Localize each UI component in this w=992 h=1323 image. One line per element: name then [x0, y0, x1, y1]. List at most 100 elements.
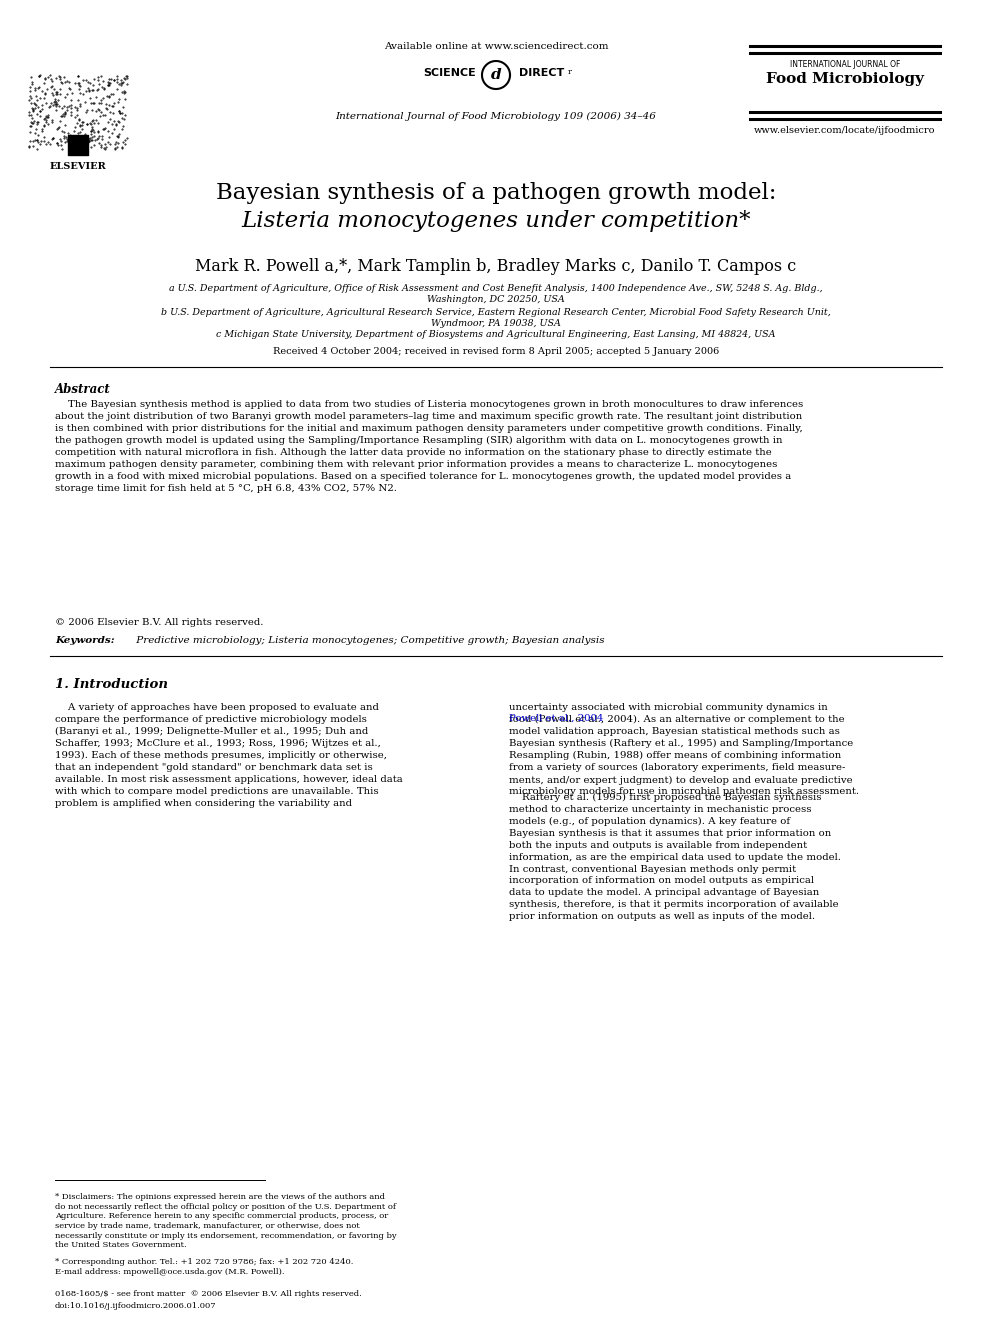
Point — [44, 75, 60, 97]
Point — [70, 66, 86, 87]
Text: d: d — [491, 67, 501, 82]
Text: 1. Introduction: 1. Introduction — [55, 677, 168, 691]
Point — [37, 107, 53, 128]
Point — [56, 127, 71, 148]
Point — [90, 127, 106, 148]
Point — [43, 77, 59, 98]
Point — [52, 65, 67, 86]
Point — [37, 82, 53, 103]
Point — [62, 78, 77, 99]
Point — [52, 66, 67, 87]
Point — [72, 94, 88, 115]
Point — [108, 132, 124, 153]
Point — [115, 97, 131, 118]
Point — [62, 71, 77, 93]
Point — [24, 112, 40, 134]
Point — [23, 85, 39, 106]
Point — [36, 73, 52, 94]
Text: Raftery et al. (1995) first proposed the Bayesian synthesis
method to characteri: Raftery et al. (1995) first proposed the… — [509, 792, 841, 921]
Point — [86, 122, 102, 143]
Point — [28, 98, 44, 119]
Text: b U.S. Department of Agriculture, Agricultural Research Service, Eastern Regiona: b U.S. Department of Agriculture, Agricu… — [161, 308, 831, 318]
Point — [49, 93, 64, 114]
Point — [38, 67, 54, 89]
Point — [30, 97, 46, 118]
Point — [84, 116, 100, 138]
Point — [30, 130, 46, 151]
Point — [54, 120, 69, 142]
Point — [90, 66, 106, 87]
Text: * Corresponding author. Tel.: +1 202 720 9786; fax: +1 202 720 4240.: * Corresponding author. Tel.: +1 202 720… — [55, 1258, 353, 1266]
Point — [84, 79, 100, 101]
Point — [21, 135, 37, 156]
Point — [58, 115, 73, 136]
Point — [73, 139, 89, 160]
Point — [103, 83, 119, 105]
Text: SCIENCE: SCIENCE — [424, 67, 476, 78]
Point — [110, 111, 126, 132]
Point — [63, 102, 79, 123]
Point — [54, 98, 69, 119]
Point — [30, 124, 46, 146]
Point — [49, 91, 64, 112]
Point — [32, 66, 48, 87]
Point — [111, 89, 127, 110]
Point — [85, 93, 101, 114]
Point — [30, 78, 46, 99]
Point — [25, 99, 41, 120]
Point — [103, 95, 119, 116]
Point — [77, 91, 93, 112]
Point — [21, 105, 37, 126]
Point — [83, 123, 99, 144]
Point — [52, 83, 67, 105]
Point — [27, 78, 43, 99]
Point — [111, 111, 127, 132]
Point — [90, 99, 106, 120]
Point — [75, 130, 91, 151]
Point — [106, 69, 122, 90]
Point — [105, 83, 121, 105]
Point — [110, 74, 126, 95]
Point — [101, 73, 117, 94]
Point — [69, 105, 85, 126]
Point — [43, 69, 59, 90]
Point — [86, 69, 102, 90]
Point — [34, 81, 50, 102]
Point — [118, 65, 134, 86]
Point — [55, 105, 70, 126]
Point — [93, 126, 109, 147]
Point — [94, 77, 110, 98]
Point — [37, 126, 53, 147]
Point — [48, 82, 63, 103]
Point — [99, 86, 115, 107]
Point — [50, 132, 65, 153]
Point — [119, 74, 135, 95]
Point — [82, 87, 98, 108]
Point — [60, 83, 75, 105]
Point — [24, 71, 40, 93]
Point — [43, 134, 59, 155]
Point — [32, 65, 48, 86]
Point — [97, 105, 113, 126]
Point — [23, 105, 39, 126]
Point — [48, 91, 63, 112]
Point — [25, 131, 41, 152]
Point — [86, 135, 102, 156]
Point — [57, 86, 72, 107]
Point — [64, 134, 80, 155]
Point — [94, 128, 110, 149]
Point — [73, 130, 89, 151]
Text: International Journal of Food Microbiology 109 (2006) 34–46: International Journal of Food Microbiolo… — [335, 112, 657, 122]
Point — [24, 74, 40, 95]
Point — [107, 138, 123, 159]
Text: Keywords:: Keywords: — [55, 636, 115, 646]
Point — [30, 111, 46, 132]
Point — [25, 135, 41, 156]
Point — [90, 78, 106, 99]
Point — [28, 123, 44, 144]
Point — [29, 139, 45, 160]
Point — [38, 110, 54, 131]
Point — [48, 83, 63, 105]
Point — [117, 81, 133, 102]
Point — [39, 93, 55, 114]
